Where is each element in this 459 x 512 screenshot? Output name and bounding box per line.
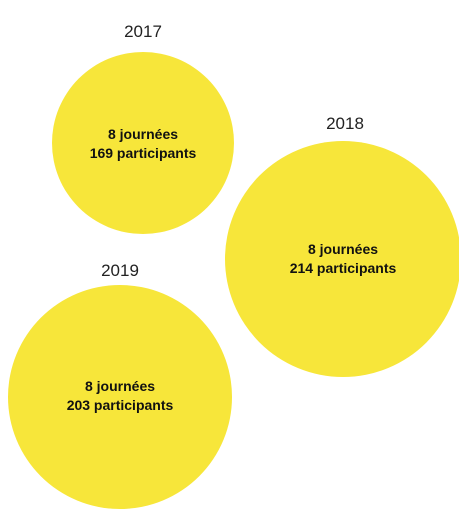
participants-label: 214 participants	[290, 260, 397, 276]
participants-label: 203 participants	[67, 397, 174, 413]
bubble	[225, 141, 459, 377]
days-label: 8 journées	[108, 126, 178, 142]
days-label: 8 journées	[85, 378, 155, 394]
item-2018: 2018 8 journées 214 participants	[225, 114, 459, 377]
item-2017: 2017 8 journées 169 participants	[52, 22, 234, 234]
year-label: 2018	[326, 114, 364, 133]
bubble	[8, 285, 232, 509]
year-label: 2017	[124, 22, 162, 41]
participants-label: 169 participants	[90, 145, 197, 161]
days-label: 8 journées	[308, 241, 378, 257]
bubble	[52, 52, 234, 234]
item-2019: 2019 8 journées 203 participants	[8, 261, 232, 509]
year-label: 2019	[101, 261, 139, 280]
